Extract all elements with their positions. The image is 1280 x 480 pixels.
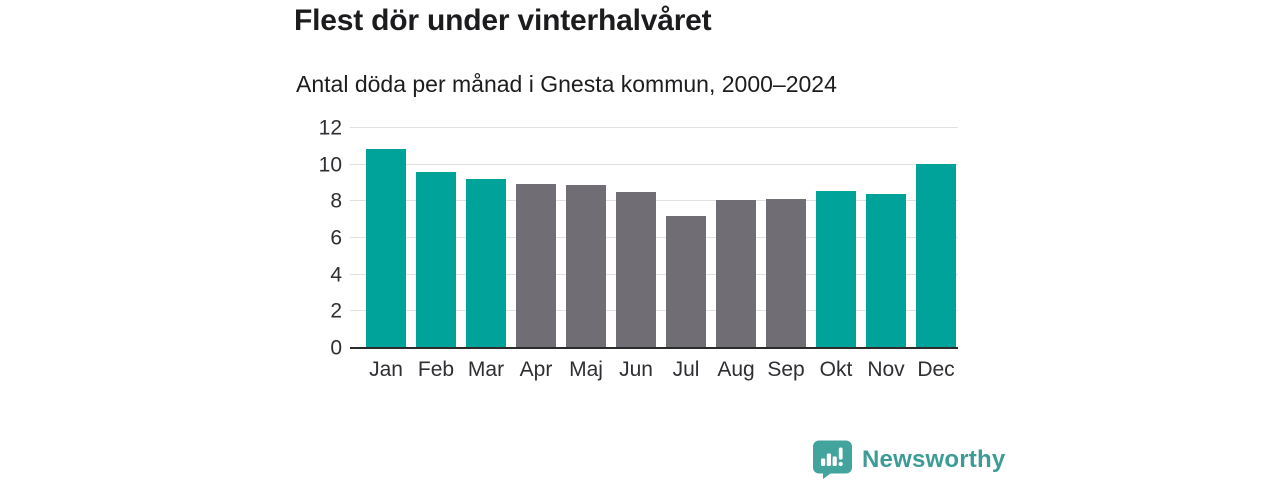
x-tick-label-mar: Mar	[467, 358, 505, 381]
bar-aug	[716, 200, 756, 347]
gridline-12	[350, 127, 958, 128]
newsworthy-logo: Newsworthy	[812, 440, 1005, 479]
y-tick-label-8: 8	[330, 189, 342, 213]
chart-title: Flest dör under vinterhalvåret	[294, 4, 712, 37]
bar-mar	[466, 179, 506, 347]
y-tick-label-6: 6	[330, 226, 342, 250]
bar-feb	[416, 171, 456, 347]
y-tick-label-2: 2	[330, 299, 342, 323]
bar-jun	[616, 192, 656, 347]
x-tick-label-apr: Apr	[519, 358, 553, 381]
x-axis-line	[350, 347, 958, 349]
bar-chart-speech-bubble-icon	[813, 440, 852, 479]
y-tick-label-10: 10	[318, 153, 342, 177]
x-tick-label-okt: Okt	[819, 358, 853, 381]
x-tick-label-maj: Maj	[569, 358, 603, 381]
x-tick-label-jan: Jan	[369, 358, 403, 381]
y-tick-label-0: 0	[330, 336, 342, 360]
x-tick-label-nov: Nov	[867, 358, 905, 381]
x-tick-label-dec: Dec	[917, 358, 955, 381]
bar-dec	[916, 163, 956, 347]
bar-jan	[366, 149, 406, 347]
newsworthy-logo-text: Newsworthy	[862, 445, 1006, 473]
y-tick-label-4: 4	[330, 263, 342, 287]
bar-apr	[516, 183, 556, 347]
bar-maj	[566, 184, 606, 347]
x-tick-label-jul: Jul	[672, 358, 700, 381]
bar-nov	[866, 193, 906, 347]
x-axis-labels: Jan Feb Mar Apr Maj Jun Jul Aug Sep Okt Nov Dec	[350, 358, 958, 386]
bar-sep	[766, 199, 806, 347]
x-tick-label-sep: Sep	[767, 358, 805, 381]
gridline-10	[350, 163, 958, 165]
bar-jul	[666, 215, 706, 347]
chart-subtitle: Antal döda per månad i Gnesta kommun, 20…	[296, 71, 837, 97]
y-tick-label-12: 12	[318, 116, 342, 140]
x-tick-label-aug: Aug	[717, 358, 755, 381]
y-axis-labels: 0 2 4 6 8 10 12	[294, 118, 342, 359]
bar-okt	[816, 191, 856, 347]
x-tick-label-jun: Jun	[619, 358, 653, 381]
x-tick-label-feb: Feb	[417, 358, 455, 381]
plot-area	[350, 127, 958, 349]
